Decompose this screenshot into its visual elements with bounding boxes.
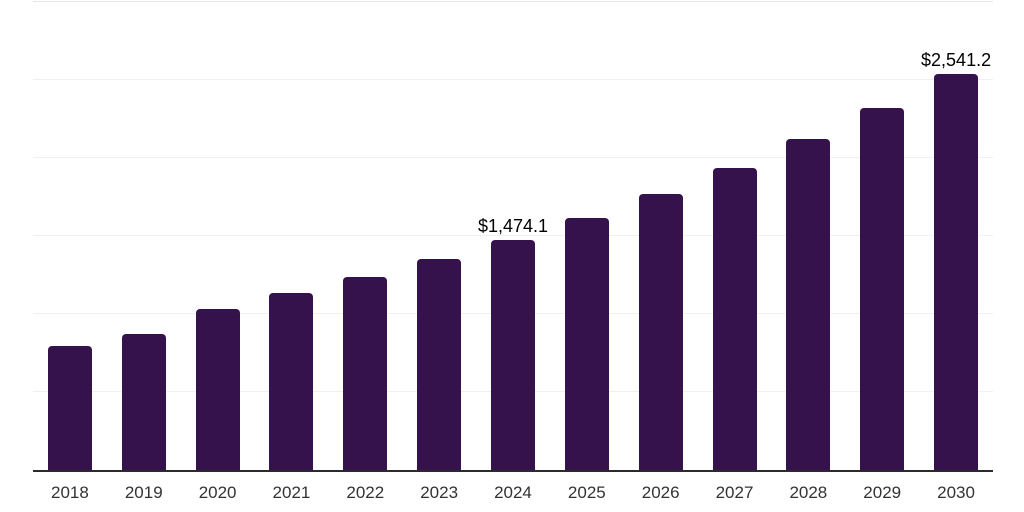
- bar-2027: [712, 168, 757, 470]
- bar-2025: [564, 218, 609, 470]
- x-tick-label-2021: 2021: [272, 483, 311, 502]
- bar-band-2025: [550, 2, 624, 470]
- bar-band-2023: [402, 2, 476, 470]
- bar-band-2022: [328, 2, 402, 470]
- gridline: [33, 235, 993, 236]
- bar-2020: [195, 308, 240, 470]
- bar-2024: $1,474.1: [478, 217, 548, 470]
- x-tick-label-2028: 2028: [789, 483, 828, 502]
- bar-band-2021: [255, 2, 329, 470]
- bar-band-2019: [107, 2, 181, 470]
- gridline: [33, 79, 993, 80]
- bar-band-2027: [698, 2, 772, 470]
- x-tick-label-2027: 2027: [715, 483, 754, 502]
- bar-2026: [638, 194, 683, 470]
- bar-2018: [47, 345, 92, 470]
- bar-2029: [860, 107, 905, 470]
- bar-band-2029: [845, 2, 919, 470]
- x-tick-label-2030: 2030: [937, 483, 975, 502]
- x-tick-label-2020: 2020: [198, 483, 237, 502]
- bar-band-2024: $1,474.1: [476, 2, 550, 470]
- x-tick-label-2029: 2029: [863, 483, 902, 502]
- bar-2030: $2,541.2: [921, 51, 991, 470]
- x-axis: 2018 2019 2020 2021 2022 2023 2024 2025 2026 2027…: [33, 483, 993, 503]
- x-tick-label-2018: 2018: [51, 483, 89, 502]
- x-tick-label-2025: 2025: [567, 483, 606, 502]
- plot-top-border: [33, 1, 993, 2]
- bar-band-2018: [33, 2, 107, 470]
- bar-2019: [121, 334, 166, 470]
- bar-2022: [343, 276, 388, 470]
- bar-band-2030: $2,541.2: [919, 2, 993, 470]
- bar-2021: [269, 293, 314, 470]
- x-tick-label-2022: 2022: [346, 483, 385, 502]
- bar-2023: [417, 259, 462, 470]
- x-tick-label-2023: 2023: [420, 483, 459, 502]
- bar-2028: [786, 139, 831, 470]
- bar-band-2020: [181, 2, 255, 470]
- bar-value-label-2024: $1,474.1: [477, 216, 549, 237]
- plot-area: $1,474.1 $2,541.2: [33, 1, 993, 472]
- bar-band-2026: [624, 2, 698, 470]
- x-tick-label-2026: 2026: [641, 483, 680, 502]
- gridline: [33, 157, 993, 159]
- bar-band-2028: [771, 2, 845, 470]
- bar-value-label-2030: $2,541.2: [921, 49, 992, 70]
- x-tick-label-2019: 2019: [124, 483, 163, 502]
- x-tick-label-2024: 2024: [494, 483, 532, 502]
